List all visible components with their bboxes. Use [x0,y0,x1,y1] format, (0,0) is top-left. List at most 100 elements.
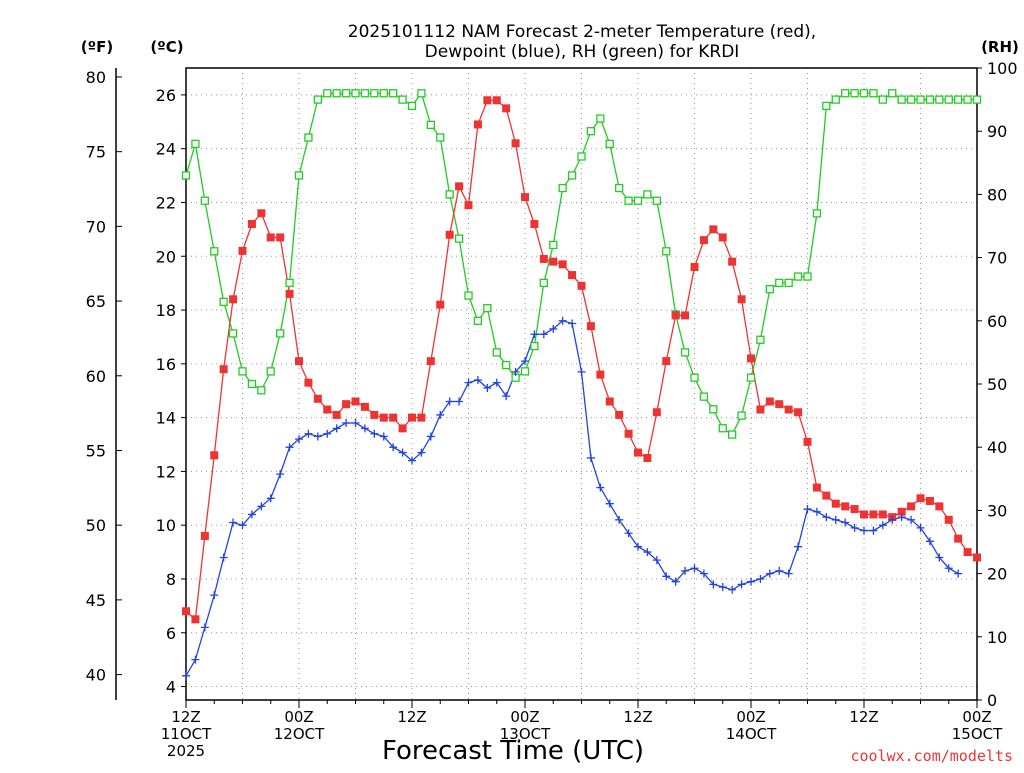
rh-point [228,329,238,338]
y-tick-label-celsius: 20 [156,247,176,266]
temperature-point [257,209,266,218]
temperature-point [681,311,690,320]
rh-point [615,183,624,193]
rh-point [746,373,756,382]
dewpoint-point [699,569,708,578]
rh-point [869,89,878,98]
rh-point [699,392,709,401]
dewpoint-point [605,499,614,508]
temperature-point [699,236,708,245]
dewpoint-point [398,448,407,457]
rh-point [379,89,388,98]
temperature-point [954,534,963,543]
temperature-point [276,233,285,242]
rh-point [841,89,850,98]
dewpoint-point [426,432,435,441]
temperature-point [219,365,228,374]
rh-point [558,183,567,193]
x-tick-label: 12Z [849,708,878,726]
x-tick-label: 00Z [284,708,313,726]
temperature-point [615,410,624,419]
temperature-point [502,104,511,113]
rh-point [784,278,793,288]
y-tick-label-celsius: 8 [166,570,176,589]
y-tick-label-celsius: 4 [166,678,176,697]
x-tick-label: 12OCT [274,725,325,743]
temperature-point [360,402,369,411]
rh-point [680,348,690,357]
rh-point [530,341,539,351]
y-tick-label-celsius: 16 [156,355,176,374]
temperature-point [812,483,821,492]
dewpoint-point [568,319,577,328]
temperature-point [370,410,379,419]
dewpoint-point [812,507,821,516]
rh-point [210,247,219,256]
y-tick-label-rh: 0 [987,691,997,710]
rh-point [351,89,360,98]
temperature-point [925,496,934,505]
rh-point [906,95,916,104]
temperature-point [483,96,492,105]
dewpoint-point [483,384,492,393]
temperature-point [191,615,200,624]
dewpoint-point [596,483,605,492]
temperature-point [973,553,981,562]
y-tick-label-rh: 60 [987,312,1007,331]
dewpoint-point [916,523,925,532]
rh-point [577,152,586,161]
y-tick-label-fahrenheit: 80 [86,68,106,87]
rh-point [436,133,445,142]
temperature-point [860,510,868,519]
temperature-point [690,263,699,272]
rh-point [464,291,473,300]
rh-point [718,424,727,433]
dewpoint-point [652,556,661,565]
dewpoint-point [784,569,793,578]
temperature-point [634,448,642,457]
rh-point [539,278,548,288]
dewpoint-point [549,324,558,333]
dewpoint-point [690,564,699,573]
y-tick-label-rh: 100 [987,59,1018,78]
dewpoint-point [718,583,727,592]
rh-point [502,360,511,370]
temperature-point [549,257,558,266]
dewpoint-point [925,537,934,546]
y-tick-label-fahrenheit: 75 [86,143,106,162]
rh-point [417,89,426,98]
rh-point [407,101,417,111]
rh-point [360,89,370,98]
rh-point [238,367,247,376]
y-tick-label-fahrenheit: 60 [86,367,106,386]
rh-point [737,411,746,420]
x-tick-label: 00Z [510,708,539,726]
temperature-point [709,225,718,234]
rh-point [709,405,718,414]
y-tick-label-celsius: 22 [156,193,176,212]
temperature-point [831,499,840,508]
rh-point [831,95,840,104]
temperature-point [436,300,445,309]
temperature-point [398,424,407,433]
x-tick-label: 13OCT [500,725,551,743]
temperature-point [935,502,944,511]
x-axis-label: Forecast Time (UTC) [382,736,644,766]
x-tick-label: 00Z [736,708,765,726]
rh-point [191,139,200,148]
rh-point [247,379,257,389]
rh-point [728,430,737,439]
y-tick-label-fahrenheit: 45 [86,591,106,610]
right-unit-label: (RH) [981,38,1019,56]
temperature-point [652,408,661,417]
x-tick-label: 15OCT [952,725,1003,743]
rh-point [520,367,530,376]
rh-point [954,95,963,104]
y-tick-label-celsius: 18 [156,301,176,320]
dewpoint-point [765,569,774,578]
dewpoint-point [502,392,511,401]
rh-point [266,367,275,376]
x-tick-label: 2025 [167,742,205,760]
dewpoint-point [539,330,548,339]
temperature-point [247,219,256,228]
